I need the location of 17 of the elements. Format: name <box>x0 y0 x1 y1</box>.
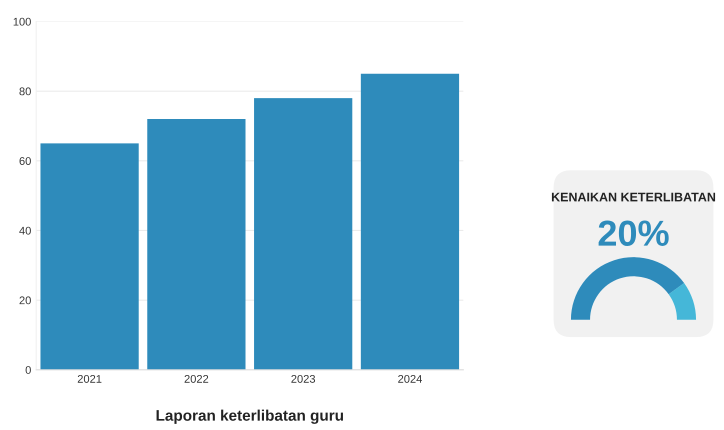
x-tick-label: 2022 <box>184 374 208 383</box>
text: 20% <box>598 220 669 246</box>
y-tick-label: 100 <box>14 18 31 26</box>
bar <box>254 98 352 370</box>
y-tick-label: 0 <box>26 366 31 374</box>
bar <box>40 143 139 370</box>
bar <box>147 119 246 370</box>
y-tick-label: 60 <box>20 157 31 165</box>
text: Laporan keterlibatan guru <box>156 410 344 424</box>
y-tick-label: 80 <box>19 87 31 96</box>
bar <box>360 74 460 370</box>
x-tick-label: 2023 <box>291 374 316 383</box>
y-tick-label: 20 <box>20 296 31 304</box>
x-tick-label: 2024 <box>398 374 422 383</box>
x-tick-label: 2021 <box>78 374 102 383</box>
y-tick-label: 40 <box>19 226 31 235</box>
chart-title: KENAIKAN KETERLIBATAN <box>552 192 716 202</box>
